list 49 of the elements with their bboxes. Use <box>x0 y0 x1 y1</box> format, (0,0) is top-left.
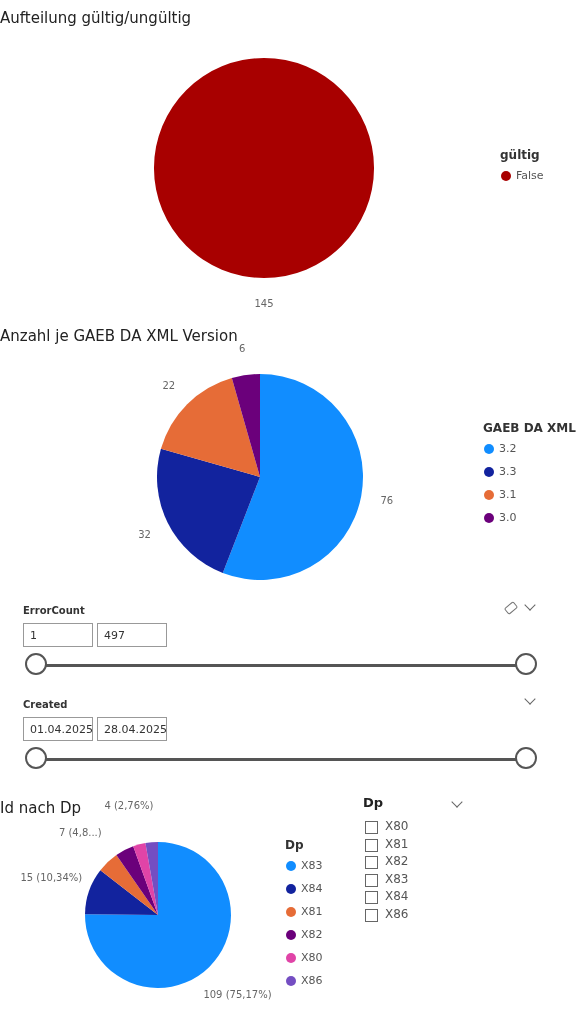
pie-slice <box>222 374 363 580</box>
text: 01.04.2025 <box>23 717 93 741</box>
text: X82 <box>385 854 409 869</box>
data-label: 22 <box>162 379 176 391</box>
text: X81 <box>385 836 409 851</box>
pie-slice <box>160 377 260 477</box>
legend-label: 3.1 <box>499 488 517 501</box>
text: Dp <box>363 795 384 810</box>
pie-slice <box>133 843 158 915</box>
pie-slice <box>145 842 158 915</box>
pie-slice <box>100 855 158 915</box>
data-label: 6 <box>238 343 246 355</box>
data-label: 76 <box>380 494 394 506</box>
pie-slice <box>116 846 158 915</box>
legend-label: False <box>516 169 544 182</box>
legend-label: 3.2 <box>499 442 517 455</box>
legend-title: Dp <box>285 838 304 852</box>
pie-slice <box>85 842 231 988</box>
data-label: 32 <box>138 528 151 540</box>
data-label: 4 (2,76%) <box>104 799 154 811</box>
legend-label: 3.3 <box>499 465 517 478</box>
pie-slice <box>231 374 260 477</box>
pie-slice <box>157 448 260 574</box>
text: ErrorCount <box>23 605 85 616</box>
legend-label: X86 <box>301 974 323 987</box>
data-label: 145 <box>254 298 274 309</box>
legend-title: gültig <box>500 148 540 162</box>
text: X83 <box>385 871 409 886</box>
data-label: 7 (4,8...) <box>58 826 102 838</box>
legend-label: X82 <box>301 928 323 941</box>
chart-title: Anzahl je GAEB DA XML Version <box>0 327 238 345</box>
legend-title: GAEB DA XML <box>483 421 577 435</box>
legend-label: X80 <box>301 951 323 964</box>
text: 28.04.2025 <box>97 717 167 741</box>
legend-label: X83 <box>301 859 323 872</box>
text: X86 <box>385 907 409 921</box>
data-label: 15 (10,34%) <box>20 871 83 883</box>
text: 497 <box>97 623 167 647</box>
text: X80 <box>385 819 409 833</box>
legend-label: X81 <box>301 905 323 918</box>
pie-slice <box>85 870 158 915</box>
chart-title: Aufteilung gültig/ungültig <box>0 9 192 27</box>
chart-title: Id nach Dp <box>0 799 82 817</box>
text: 1 <box>23 623 93 647</box>
legend-label: X84 <box>301 882 323 895</box>
data-label: 109 (75,17%) <box>203 989 272 1001</box>
text: X84 <box>385 889 409 904</box>
legend-label: 3.0 <box>499 511 517 524</box>
text: Created <box>23 699 68 710</box>
